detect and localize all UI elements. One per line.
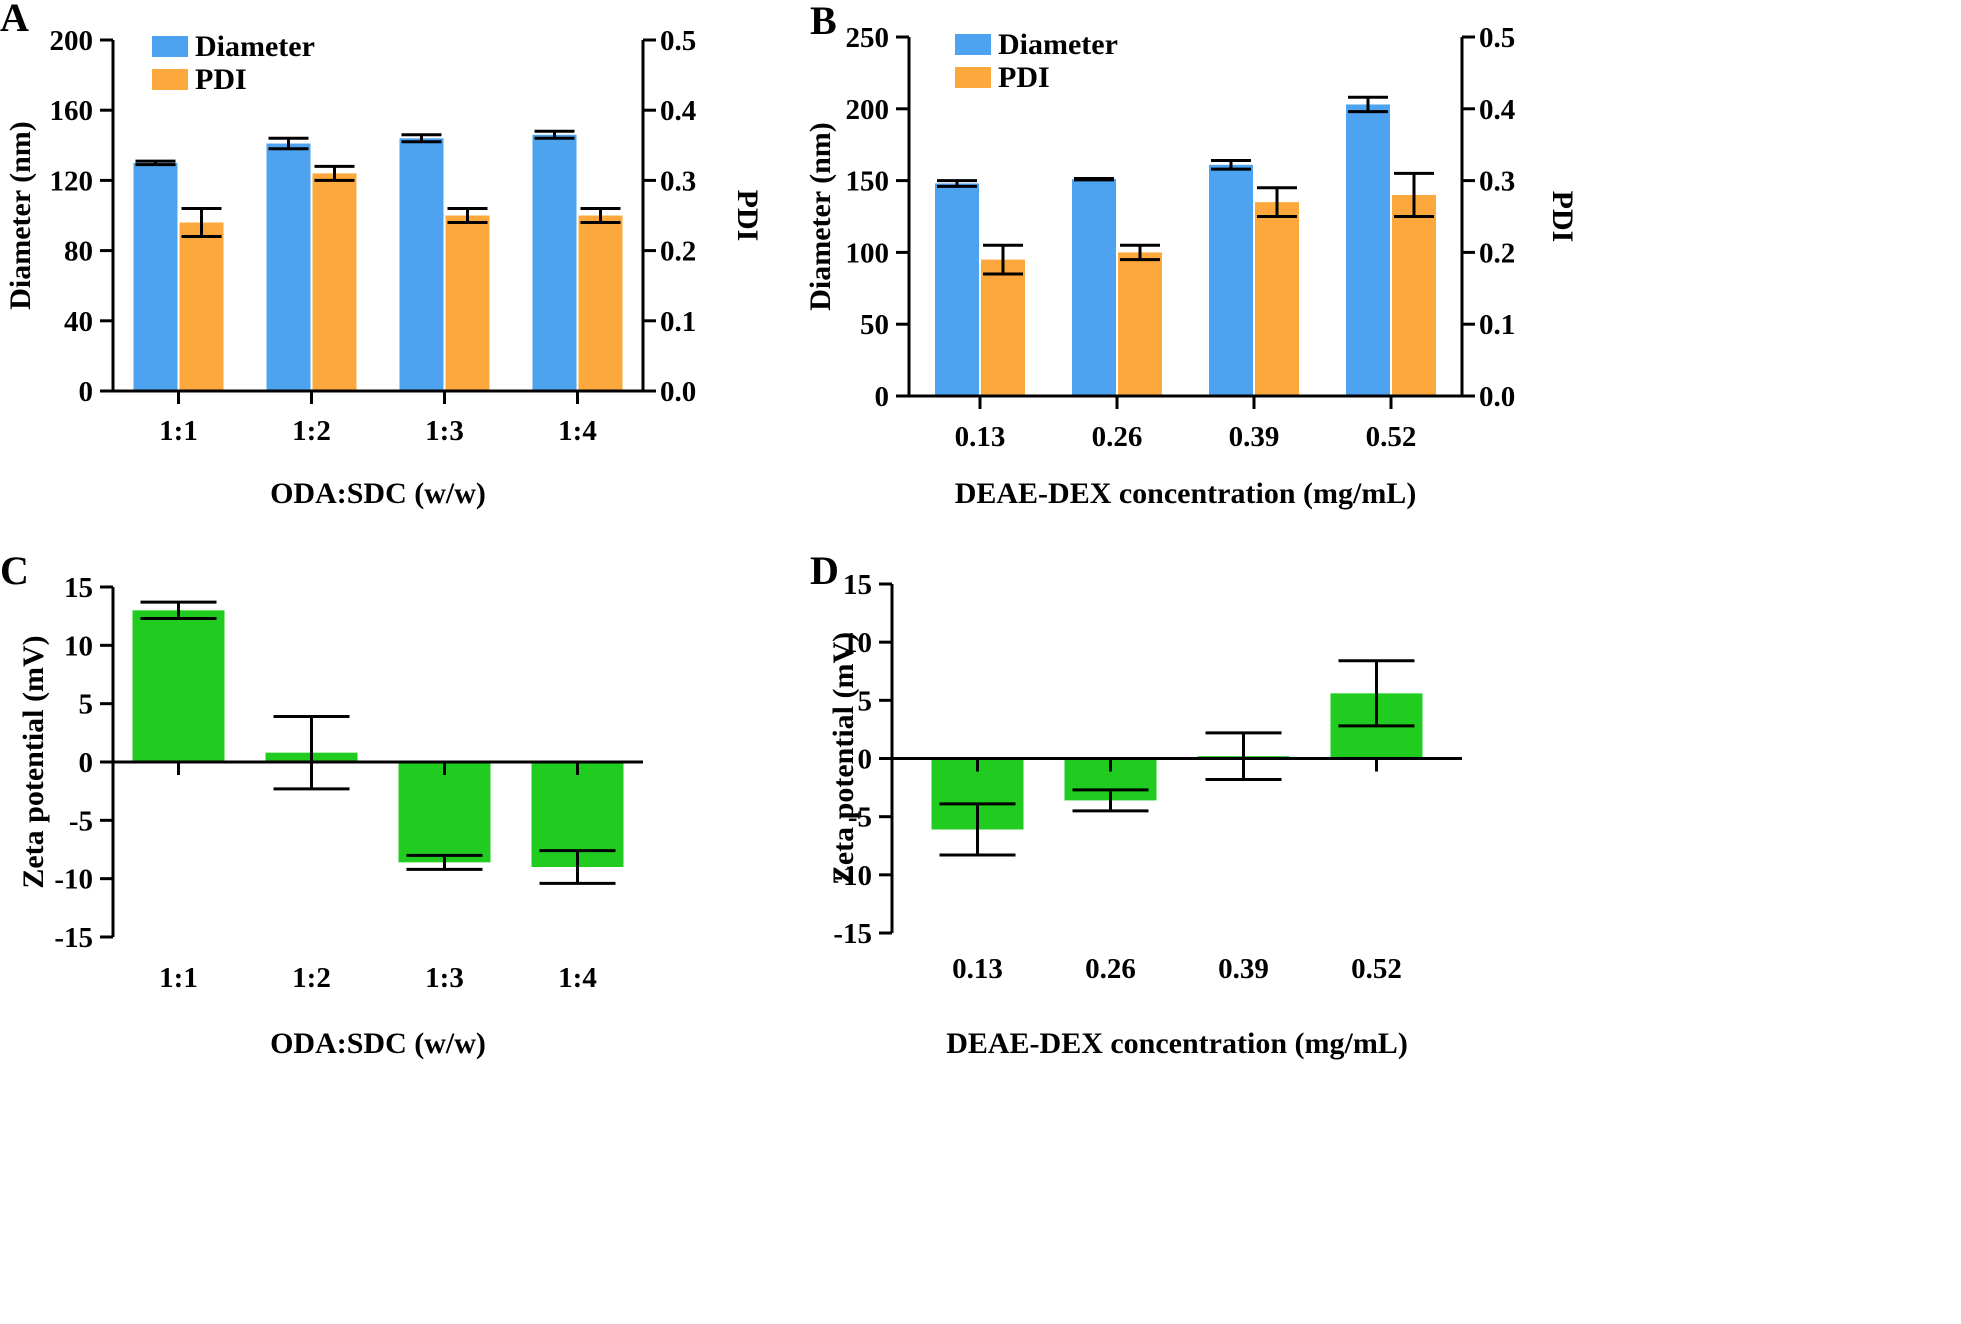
panel-b-legend-label: PDI: [998, 61, 1050, 94]
panel-a-letter: A: [0, 0, 29, 40]
panel-c-ytick-label: 15: [64, 572, 93, 604]
panel-c-bar-zeta-3: [398, 762, 491, 863]
panel-a-bar-pdi-4: [578, 215, 623, 391]
panel-c-ytick-label: -15: [54, 922, 93, 954]
panel-a-bar-diameter-1: [133, 162, 178, 391]
panel-a-legend-label: PDI: [195, 63, 247, 96]
panel-b-bar-pdi-3: [1255, 202, 1299, 396]
panel-a-ytick-right-label: 0.3: [660, 165, 696, 197]
panel-b-bar-diameter-3: [1209, 164, 1253, 396]
panel-c-bar-zeta-1: [132, 610, 225, 762]
panel-b-legend-swatch-diameter: [955, 34, 991, 55]
panel-b-ytick-right-label: 0.3: [1479, 166, 1515, 198]
panel-b-ytick-label: 50: [860, 309, 889, 341]
panel-a-legend-label: Diameter: [195, 30, 315, 63]
panel-a-category-label: 1:4: [558, 415, 597, 447]
panel-d-category-label: 0.13: [952, 953, 1003, 985]
panel-d-ytick-label: 5: [858, 685, 873, 717]
panel-a-ytick-label: 200: [50, 25, 94, 57]
panel-a-ytick-label: 120: [50, 165, 94, 197]
panel-b-category-label: 0.39: [1229, 421, 1280, 453]
panel-b-ytick-right-label: 0.4: [1479, 94, 1515, 126]
panel-a-ytick-right-label: 0.4: [660, 95, 696, 127]
panel-b-ytick-label: 100: [846, 237, 890, 269]
panel-a-bar-diameter-4: [532, 134, 577, 391]
panel-c-y-title: Zeta potential (mV): [17, 635, 50, 888]
panel-b-legend-label: Diameter: [998, 28, 1118, 61]
panel-a-ytick-label: 80: [64, 236, 93, 268]
panel-b-letter: B: [810, 0, 837, 43]
panel-b-ytick-label: 0: [875, 381, 890, 413]
panel-c-category-label: 1:1: [159, 962, 198, 994]
panel-b-ytick-right-label: 0.1: [1479, 309, 1515, 341]
panel-c-ytick-label: -5: [69, 805, 93, 837]
panel-d-category-label: 0.52: [1351, 953, 1402, 985]
panel-b-bar-diameter-1: [935, 183, 979, 396]
panel-b-category-label: 0.13: [955, 421, 1006, 453]
panel-a-bar-diameter-3: [399, 138, 444, 391]
panel-b-category-label: 0.26: [1092, 421, 1143, 453]
panel-a-ytick-right-label: 0.5: [660, 25, 696, 57]
panel-a-ytick-right-label: 0.0: [660, 376, 696, 408]
panel-a-ytick-label: 160: [50, 95, 94, 127]
panel-a-legend-swatch-diameter: [152, 36, 188, 57]
panel-b-bar-pdi-4: [1392, 194, 1436, 396]
panel-b-bar-diameter-2: [1072, 179, 1116, 396]
panel-d-ytick-label: 10: [843, 627, 872, 659]
panel-b-bar-diameter-4: [1346, 104, 1390, 396]
panel-b-ytick-label: 250: [846, 22, 890, 54]
panel-a-ytick-label: 0: [79, 376, 94, 408]
panel-b-x-title: DEAE-DEX concentration (mg/mL): [955, 477, 1417, 510]
panel-d-ytick-label: 0: [858, 744, 873, 776]
panel-b-legend-swatch-pdi: [955, 67, 991, 88]
panel-b-ytick-right-label: 0.2: [1479, 237, 1515, 269]
panel-d-y-title: Zeta potential (mV): [827, 632, 860, 885]
panel-c-ytick-label: 0: [79, 747, 94, 779]
panel-b-ytick-right-label: 0.5: [1479, 22, 1515, 54]
panel-c-letter: C: [0, 548, 29, 593]
panel-c-x-title: ODA:SDC (w/w): [270, 1027, 486, 1060]
panel-b-bar-pdi-2: [1118, 252, 1162, 396]
panel-a-bar-pdi-3: [445, 215, 490, 391]
panel-c-category-label: 1:3: [425, 962, 464, 994]
panel-a-category-label: 1:3: [425, 415, 464, 447]
panel-a-x-title: ODA:SDC (w/w): [270, 477, 486, 510]
panel-b-ytick-label: 150: [846, 166, 890, 198]
panel-a-ytick-right-label: 0.1: [660, 306, 696, 338]
panel-b-y-title: Diameter (nm): [804, 122, 837, 311]
panel-d-ytick-label: 15: [843, 569, 872, 601]
panel-a-ytick-right-label: 0.2: [660, 236, 696, 268]
panel-a-ytick-label: 40: [64, 306, 93, 338]
panel-d-category-label: 0.26: [1085, 953, 1136, 985]
panel-b-ytick-right-label: 0.0: [1479, 381, 1515, 413]
panel-c-ytick-label: 5: [79, 689, 94, 721]
panel-d-ytick-label: -5: [848, 802, 872, 834]
panel-a-bar-pdi-2: [312, 173, 357, 391]
panel-d-category-label: 0.39: [1218, 953, 1269, 985]
panel-c-category-label: 1:2: [292, 962, 331, 994]
panel-a-legend-swatch-pdi: [152, 69, 188, 90]
panel-c-ytick-label: -10: [54, 864, 93, 896]
panel-d-ytick-label: -10: [833, 860, 872, 892]
panel-c-ytick-label: 10: [64, 630, 93, 662]
panel-a-bar-pdi-1: [179, 222, 224, 391]
panel-b-ytick-label: 200: [846, 94, 890, 126]
panel-a-y-title-right: PDI: [731, 190, 764, 242]
panel-a-category-label: 1:2: [292, 415, 331, 447]
panel-d-letter: D: [810, 548, 839, 593]
panel-d-ytick-label: -15: [833, 918, 872, 950]
panel-c-category-label: 1:4: [558, 962, 597, 994]
panel-a-bar-diameter-2: [266, 143, 311, 391]
panel-a-y-title: Diameter (nm): [4, 121, 37, 310]
panel-b-bar-pdi-1: [981, 259, 1025, 396]
panel-a-category-label: 1:1: [159, 415, 198, 447]
panel-b-y-title-right: PDI: [1546, 191, 1579, 243]
panel-d-x-title: DEAE-DEX concentration (mg/mL): [946, 1027, 1408, 1060]
panel-b-category-label: 0.52: [1366, 421, 1417, 453]
